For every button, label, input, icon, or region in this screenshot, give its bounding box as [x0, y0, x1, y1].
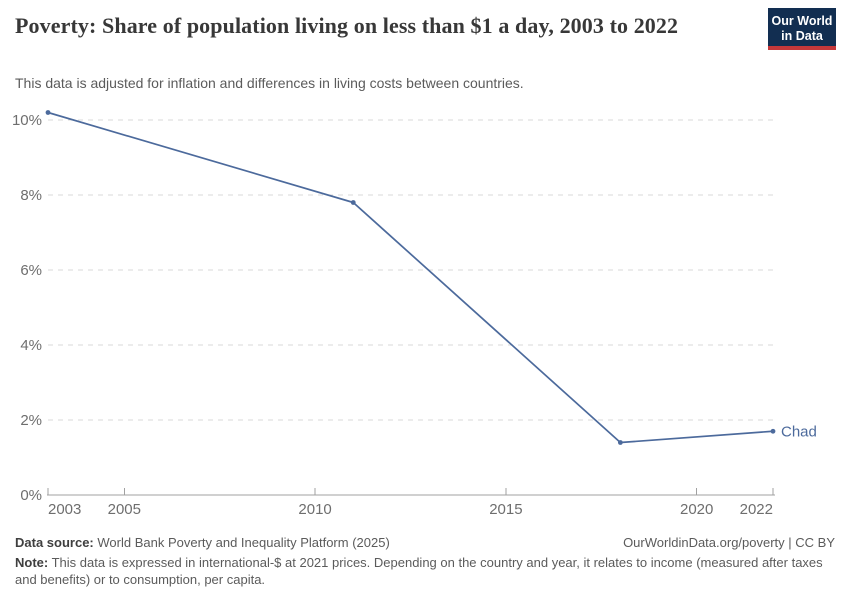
line-chart: 0% 2% 4% 6% 8% 10% 2003 2005 2010 2015 2020 2022 Cha…	[12, 110, 817, 518]
owid-logo[interactable]: Our World in Data	[768, 8, 836, 50]
data-point[interactable]	[770, 428, 776, 434]
y-axis-label: 8%	[20, 187, 42, 204]
data-source-text: World Bank Poverty and Inequality Platfo…	[97, 535, 390, 550]
x-axis-label: 2015	[489, 501, 522, 518]
x-axis-label: 2003	[48, 501, 81, 518]
data-point[interactable]	[350, 200, 356, 205]
logo-line2: in Data	[781, 29, 823, 43]
logo-accent-bar	[768, 46, 836, 50]
y-axis-label: 6%	[20, 262, 42, 279]
x-axis-label: 2022	[740, 501, 773, 518]
y-axis-label: 2%	[20, 412, 42, 429]
y-axis-label: 10%	[12, 112, 42, 129]
data-source-label: Data source:	[15, 535, 94, 550]
chart-footer: Data source: World Bank Poverty and Ineq…	[15, 534, 835, 588]
x-axis-label: 2005	[108, 501, 141, 518]
attribution-link[interactable]: OurWorldinData.org/poverty | CC BY	[623, 535, 835, 550]
x-axis-label: 2010	[298, 501, 331, 518]
chart-note: Note: This data is expressed in internat…	[15, 554, 827, 588]
page-title: Poverty: Share of population living on l…	[15, 13, 679, 38]
footer-row: Data source: World Bank Poverty and Ineq…	[15, 534, 835, 551]
chart-subtitle: This data is adjusted for inflation and …	[15, 75, 524, 91]
x-axis-label: 2020	[680, 501, 713, 518]
y-axis-label: 0%	[20, 487, 42, 504]
logo-line1: Our World	[771, 14, 833, 28]
note-label: Note:	[15, 555, 49, 570]
data-point[interactable]	[617, 440, 623, 445]
series-end-label[interactable]: Chad	[781, 423, 817, 440]
note-text: This data is expressed in international-…	[15, 555, 823, 587]
data-source: Data source: World Bank Poverty and Ineq…	[15, 534, 390, 551]
data-point[interactable]	[45, 110, 51, 115]
data-line[interactable]	[47, 111, 774, 444]
y-axis-label: 4%	[20, 337, 42, 354]
